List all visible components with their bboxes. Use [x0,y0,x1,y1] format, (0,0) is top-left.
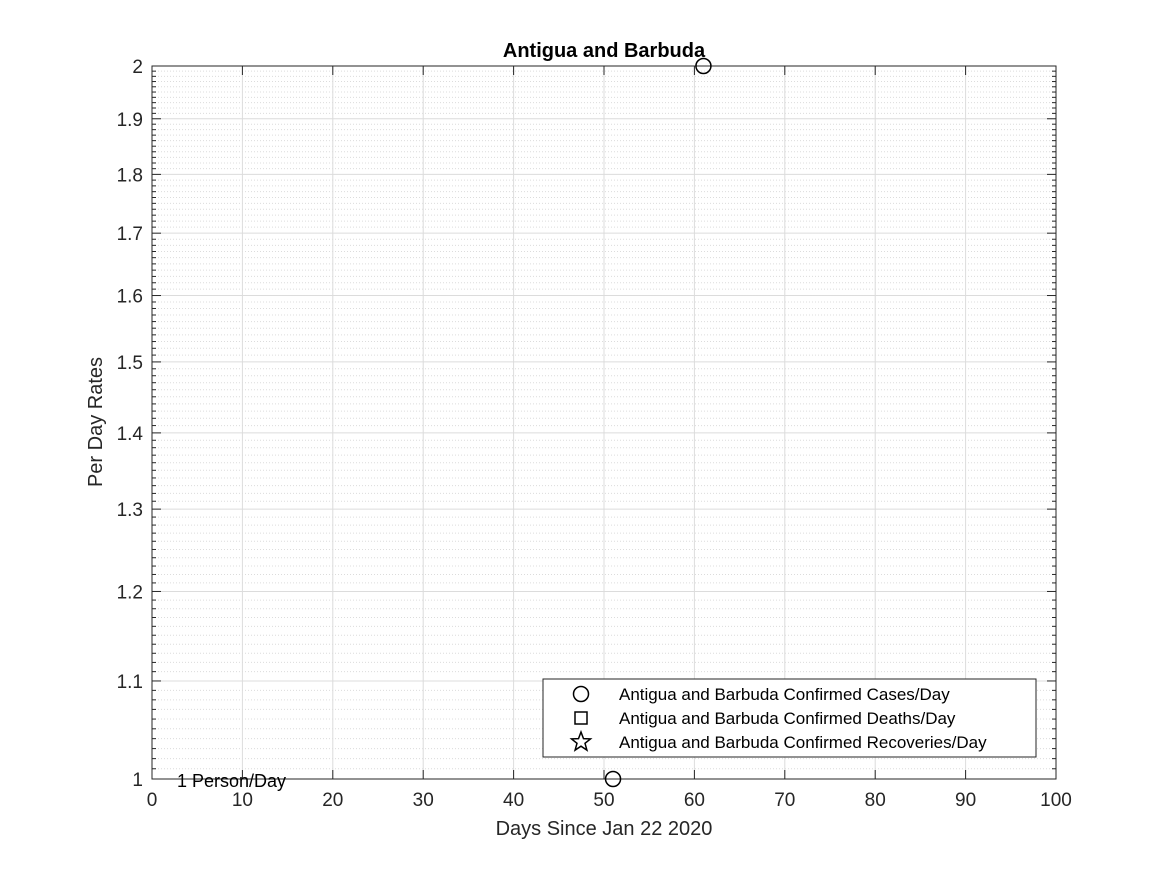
y-tick-label: 1.2 [117,582,143,603]
x-axis-label: Days Since Jan 22 2020 [496,818,713,840]
data-point [695,57,712,75]
x-tick-label: 80 [865,790,886,811]
grid [151,65,1057,780]
x-tick-label: 50 [593,790,614,811]
y-tick-label: 1 [132,770,143,791]
y-tick-label: 1.4 [117,424,144,445]
x-tick-label: 30 [413,790,434,811]
legend-square-icon [574,711,588,725]
y-tick-label: 1.1 [117,672,143,693]
y-tick-label: 1.6 [117,287,143,308]
data-point [604,770,622,788]
legend-circle-icon [572,685,590,703]
ticks: 11.11.21.31.41.51.61.71.81.920 10 20 30 40 50… [117,57,1072,811]
legend-entry-recoveries: Antigua and Barbuda Confirmed Recoveries… [619,733,987,752]
y-tick-label: 1.9 [117,110,143,131]
y-tick-label: 2 [132,57,143,78]
y-tick-label: 1.3 [117,500,143,521]
data-points [604,57,712,788]
y-tick-label: 1.5 [117,353,143,374]
annotation-label: 1 Person/Day [177,771,286,791]
x-tick-label: 90 [955,790,976,811]
x-tick-label: 0 [147,790,158,811]
x-tick-label: 40 [503,790,524,811]
legend-star-icon [569,729,593,752]
x-tick-label: 60 [684,790,705,811]
legend: Antigua and Barbuda Confirmed Cases/Day … [542,678,1037,758]
x-tick-label: 100 [1040,790,1072,811]
y-tick-label: 1.7 [117,224,143,245]
x-tick-label: 10 [232,790,253,811]
chart-title: Antigua and Barbuda [503,40,706,62]
legend-entry-cases: Antigua and Barbuda Confirmed Cases/Day [619,685,950,704]
legend-entry-deaths: Antigua and Barbuda Confirmed Deaths/Day [619,709,956,728]
x-tick-label: 20 [322,790,343,811]
legend-box [542,678,1037,758]
y-tick-label: 1.8 [117,165,143,186]
x-tick-label: 70 [774,790,795,811]
y-axis-label: Per Day Rates [85,357,107,487]
